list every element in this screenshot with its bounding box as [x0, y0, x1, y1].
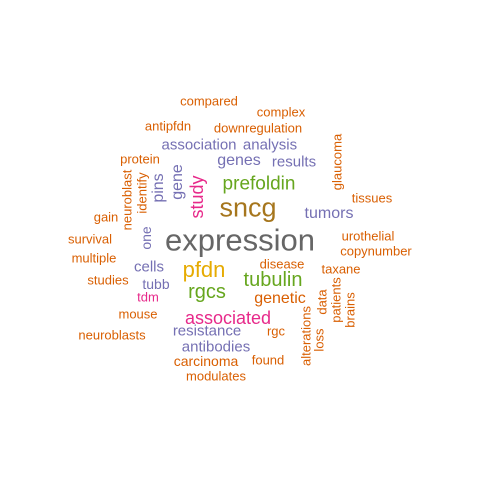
word-brains: brains: [342, 292, 358, 328]
word-one: one: [138, 226, 154, 250]
word-patients: patients: [328, 277, 344, 323]
word-pfdn: pfdn: [182, 257, 226, 282]
word-associated: associated: [184, 308, 272, 328]
word-genetic: genetic: [254, 290, 306, 307]
word-study: study: [187, 175, 207, 219]
word-studies: studies: [87, 272, 129, 288]
word-tissues: tissues: [351, 190, 393, 206]
word-alterations: alterations: [298, 306, 314, 366]
word-gene: gene: [169, 164, 186, 200]
word-results: results: [271, 153, 317, 171]
word-sncg: sncg: [219, 192, 277, 223]
word-genes: genes: [217, 152, 261, 169]
word-antibodies: antibodies: [181, 338, 251, 356]
word-analysis: analysis: [242, 136, 298, 154]
word-data: data: [314, 289, 330, 315]
word-complex: complex: [256, 104, 306, 120]
word-identify: identify: [134, 172, 150, 214]
word-carcinoma: carcinoma: [173, 353, 239, 369]
word-cells: cells: [133, 258, 165, 276]
word-pins: pins: [150, 173, 167, 203]
word-multiple: multiple: [71, 250, 117, 266]
word-tubb: tubb: [142, 276, 170, 292]
word-tubulin: tubulin: [243, 269, 303, 291]
word-found: found: [251, 352, 285, 368]
word-protein: protein: [120, 151, 160, 167]
word-association: association: [161, 136, 237, 154]
word-modulates: modulates: [186, 368, 246, 384]
word-survival: survival: [67, 231, 113, 247]
word-copynumber: copynumber: [340, 243, 412, 259]
word-rgc: rgc: [266, 323, 286, 339]
word-compared: compared: [180, 93, 238, 109]
word-tumors: tumors: [304, 205, 354, 222]
word-loss: loss: [311, 328, 327, 352]
word-taxane: taxane: [321, 261, 361, 277]
word-antipfdn: antipfdn: [144, 118, 192, 134]
word-prefoldin: prefoldin: [222, 173, 296, 195]
word-neuroblast: neuroblast: [119, 169, 135, 231]
word-neuroblasts: neuroblasts: [78, 327, 146, 343]
word-downregulation: downregulation: [213, 120, 303, 136]
word-disease: disease: [259, 256, 305, 272]
word-resistance: resistance: [172, 322, 242, 340]
word-tdm: tdm: [137, 289, 159, 305]
word-gain: gain: [93, 209, 119, 225]
word-urothelial: urothelial: [341, 228, 395, 244]
word-glaucoma: glaucoma: [329, 133, 345, 191]
word-rgcs: rgcs: [188, 281, 226, 303]
word-expression: expression: [165, 222, 315, 258]
word-mouse: mouse: [118, 306, 158, 322]
